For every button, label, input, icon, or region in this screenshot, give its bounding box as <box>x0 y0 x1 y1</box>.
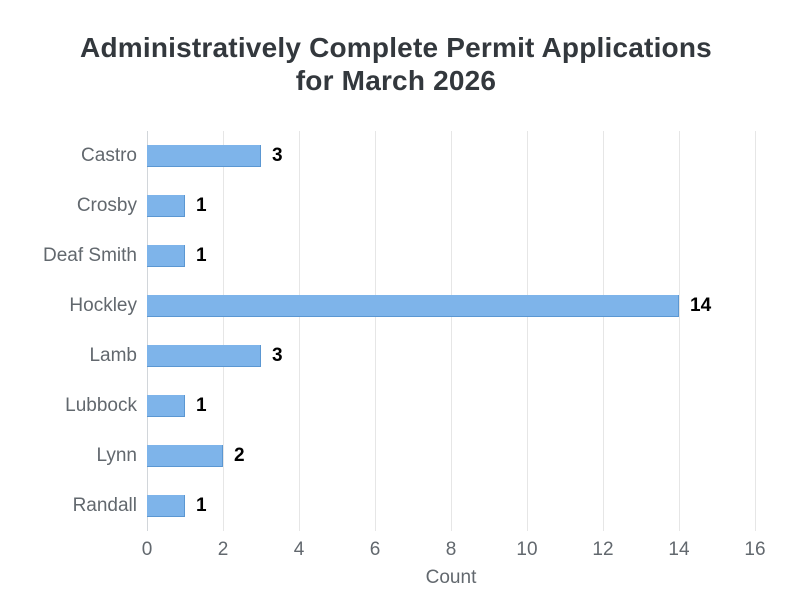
bar-row: 1 <box>147 181 755 231</box>
chart-title-line1: Administratively Complete Permit Applica… <box>80 32 712 63</box>
x-tick-label: 10 <box>516 539 538 560</box>
x-tick-label: 14 <box>668 539 690 560</box>
gridline <box>679 131 680 531</box>
gridline <box>527 131 528 531</box>
x-tick-label: 6 <box>369 539 381 560</box>
bar-row: 3 <box>147 131 755 181</box>
x-tick-label: 0 <box>141 539 153 560</box>
bar-row: 2 <box>147 431 755 481</box>
chart-title: Administratively Complete Permit Applica… <box>0 31 792 97</box>
gridline <box>375 131 376 531</box>
gridline <box>223 131 224 531</box>
x-tick-label: 2 <box>217 539 229 560</box>
plot-area: 3 1 1 14 3 1 2 1 <box>147 131 756 531</box>
bar <box>147 445 223 467</box>
category-label: Castro <box>81 145 137 166</box>
bar <box>147 145 261 167</box>
bar-value-label: 1 <box>196 195 207 216</box>
bar-value-label: 3 <box>272 145 283 166</box>
category-label: Randall <box>72 495 137 516</box>
x-tick-label: 16 <box>744 539 766 560</box>
bar <box>147 245 185 267</box>
gridline <box>755 131 756 531</box>
category-label: Lamb <box>89 345 137 366</box>
bar-row: 1 <box>147 381 755 431</box>
gridline <box>451 131 452 531</box>
x-tick-label: 4 <box>293 539 305 560</box>
bar <box>147 295 679 317</box>
bar-value-label: 1 <box>196 495 207 516</box>
bar-value-label: 3 <box>272 345 283 366</box>
category-label: Deaf Smith <box>43 245 137 266</box>
gridline <box>603 131 604 531</box>
chart-title-line2: for March 2026 <box>295 65 497 96</box>
bar-value-label: 1 <box>196 245 207 266</box>
x-axis-tick-labels: 0 2 4 6 8 10 12 14 16 <box>142 539 766 562</box>
bar-value-label: 1 <box>196 395 207 416</box>
bar-row: 1 <box>147 481 755 531</box>
bar <box>147 495 185 517</box>
bar <box>147 395 185 417</box>
y-axis-line <box>147 131 148 531</box>
x-axis-title: Count <box>425 567 477 588</box>
bar-row: 1 <box>147 231 755 281</box>
x-tick-label: 12 <box>592 539 614 560</box>
category-label: Lynn <box>96 445 138 466</box>
bar <box>147 345 261 367</box>
y-axis-category-labels: Castro Crosby Deaf Smith Hockley Lamb Lubbock… <box>0 131 137 531</box>
bar-value-label: 2 <box>234 445 245 466</box>
category-label: Hockley <box>69 295 137 316</box>
category-label: Lubbock <box>65 395 137 416</box>
bar-row: 14 <box>147 281 755 331</box>
category-label: Crosby <box>76 195 137 216</box>
x-tick-label: 8 <box>445 539 457 560</box>
bar-value-label: 14 <box>690 295 712 316</box>
bar <box>147 195 185 217</box>
bar-row: 3 <box>147 331 755 381</box>
gridline <box>299 131 300 531</box>
